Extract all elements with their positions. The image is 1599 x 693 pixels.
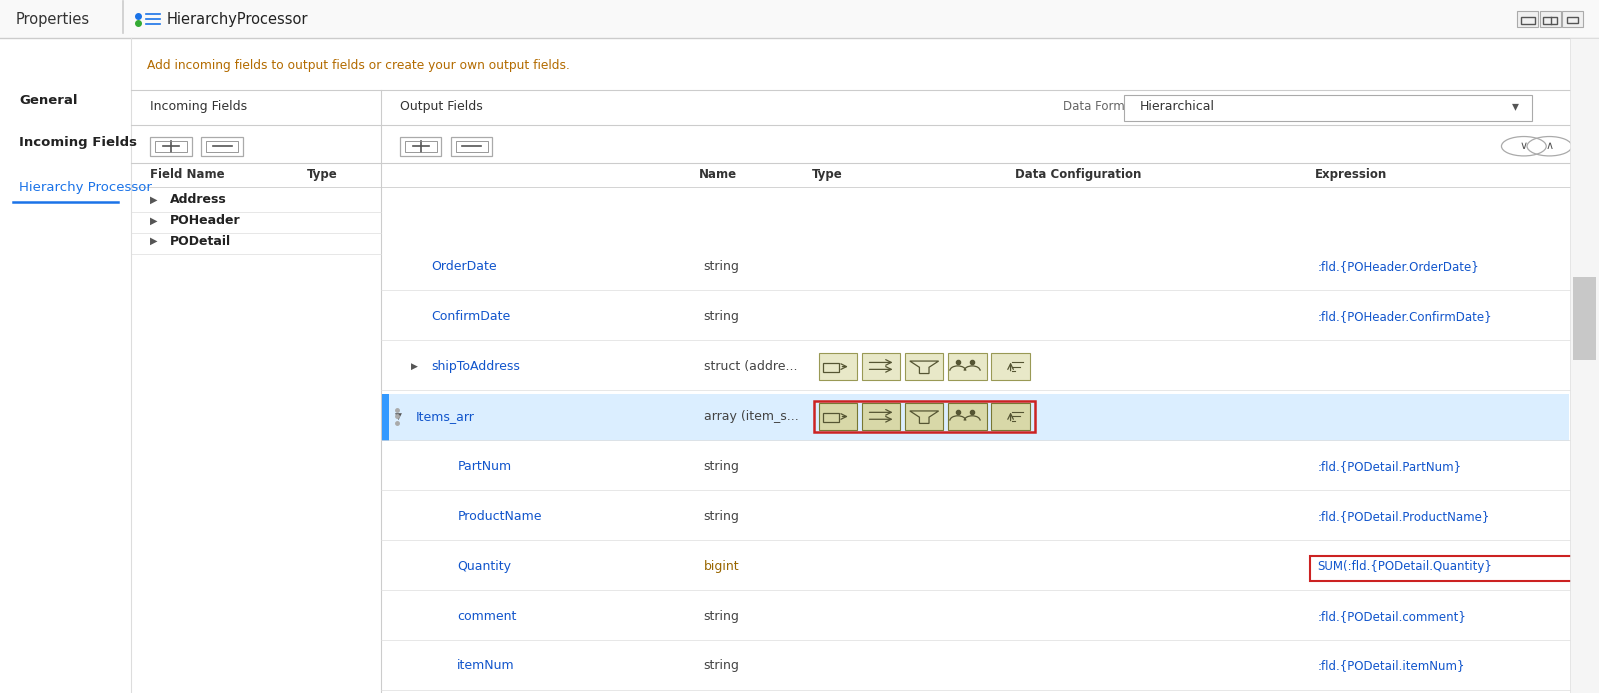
Text: ConfirmDate: ConfirmDate [432, 310, 512, 323]
Bar [0, 38, 131, 693]
Bar [1124, 95, 1532, 121]
Bar [814, 401, 1035, 432]
Bar [862, 403, 900, 430]
Text: Properties: Properties [16, 12, 90, 26]
Bar [862, 353, 900, 380]
Bar [1540, 11, 1561, 26]
Text: struct (addre...: struct (addre... [704, 360, 796, 373]
Bar [819, 403, 857, 430]
Text: ∧: ∧ [1545, 141, 1554, 151]
Text: Output Fields: Output Fields [400, 100, 483, 112]
Text: :fld.{POHeader.OrderDate}: :fld.{POHeader.OrderDate} [1318, 261, 1479, 273]
Text: bigint: bigint [704, 560, 739, 572]
Bar [1570, 38, 1599, 693]
Text: string: string [704, 610, 739, 622]
Bar [382, 394, 1569, 441]
Text: Add incoming fields to output fields or create your own output fields.: Add incoming fields to output fields or … [147, 60, 569, 72]
Text: Address: Address [169, 193, 225, 206]
Text: Items_arr: Items_arr [416, 410, 475, 423]
Text: Incoming Fields: Incoming Fields [19, 136, 138, 148]
Text: ▶: ▶ [411, 362, 417, 371]
Bar [150, 137, 192, 156]
Text: comment: comment [457, 610, 516, 622]
Text: Expression: Expression [1314, 168, 1386, 181]
Text: Incoming Fields: Incoming Fields [150, 100, 248, 112]
Text: General: General [19, 94, 78, 107]
Bar [991, 403, 1030, 430]
Text: shipToAddress: shipToAddress [432, 360, 521, 373]
Bar [155, 141, 187, 152]
Bar [948, 353, 987, 380]
Bar [1543, 17, 1557, 24]
Text: HierarchyProcessor: HierarchyProcessor [166, 12, 307, 26]
Text: OrderDate: OrderDate [432, 261, 497, 273]
Text: string: string [704, 660, 739, 672]
Text: Name: Name [699, 168, 737, 181]
Bar [823, 413, 839, 422]
Bar [1521, 17, 1535, 24]
Text: :fld.{POHeader.ConfirmDate}: :fld.{POHeader.ConfirmDate} [1318, 310, 1492, 323]
Text: string: string [704, 510, 739, 523]
Bar [905, 353, 943, 380]
Bar [1517, 11, 1538, 26]
Text: :fld.{PODetail.itemNum}: :fld.{PODetail.itemNum} [1318, 660, 1465, 672]
Text: itemNum: itemNum [457, 660, 515, 672]
Text: Type: Type [307, 168, 337, 181]
Text: string: string [704, 310, 739, 323]
Bar [405, 141, 437, 152]
Text: :fld.{PODetail.comment}: :fld.{PODetail.comment} [1318, 610, 1466, 622]
Text: ▶: ▶ [150, 216, 158, 225]
Text: ▶: ▶ [150, 195, 158, 204]
Bar [451, 137, 492, 156]
Text: ▾: ▾ [1513, 99, 1519, 113]
Bar [0, 0, 1599, 38]
Bar [819, 353, 857, 380]
Text: PODetail: PODetail [169, 235, 230, 247]
Text: Type: Type [812, 168, 843, 181]
Bar [948, 403, 987, 430]
Text: ▼: ▼ [395, 412, 401, 421]
Bar [206, 141, 238, 152]
Text: string: string [704, 261, 739, 273]
Text: array (item_s...: array (item_s... [704, 410, 798, 423]
Text: Data Configuration: Data Configuration [1015, 168, 1142, 181]
Bar [991, 353, 1030, 380]
Text: POHeader: POHeader [169, 214, 240, 227]
Bar [382, 394, 389, 441]
Text: :fld.{PODetail.ProductName}: :fld.{PODetail.ProductName} [1318, 510, 1490, 523]
Bar [1562, 11, 1583, 26]
Bar [823, 363, 839, 372]
Text: PartNum: PartNum [457, 460, 512, 473]
Text: ∨: ∨ [1519, 141, 1529, 151]
Text: :fld.{PODetail.PartNum}: :fld.{PODetail.PartNum} [1318, 460, 1461, 473]
Bar [905, 403, 943, 430]
Text: Field Name: Field Name [150, 168, 225, 181]
Text: Hierarchical: Hierarchical [1140, 100, 1215, 112]
Bar [1310, 556, 1599, 581]
Text: Hierarchy Processor: Hierarchy Processor [19, 181, 152, 193]
Bar [400, 137, 441, 156]
Bar [1573, 277, 1596, 360]
Text: string: string [704, 460, 739, 473]
Bar [201, 137, 243, 156]
Text: Data Format:: Data Format: [1063, 100, 1142, 112]
Text: SUM(:fld.{PODetail.Quantity}: SUM(:fld.{PODetail.Quantity} [1318, 560, 1492, 572]
Bar [1567, 17, 1578, 23]
Bar [456, 141, 488, 152]
Text: Quantity: Quantity [457, 560, 512, 572]
Text: ▶: ▶ [150, 236, 158, 246]
Text: ProductName: ProductName [457, 510, 542, 523]
